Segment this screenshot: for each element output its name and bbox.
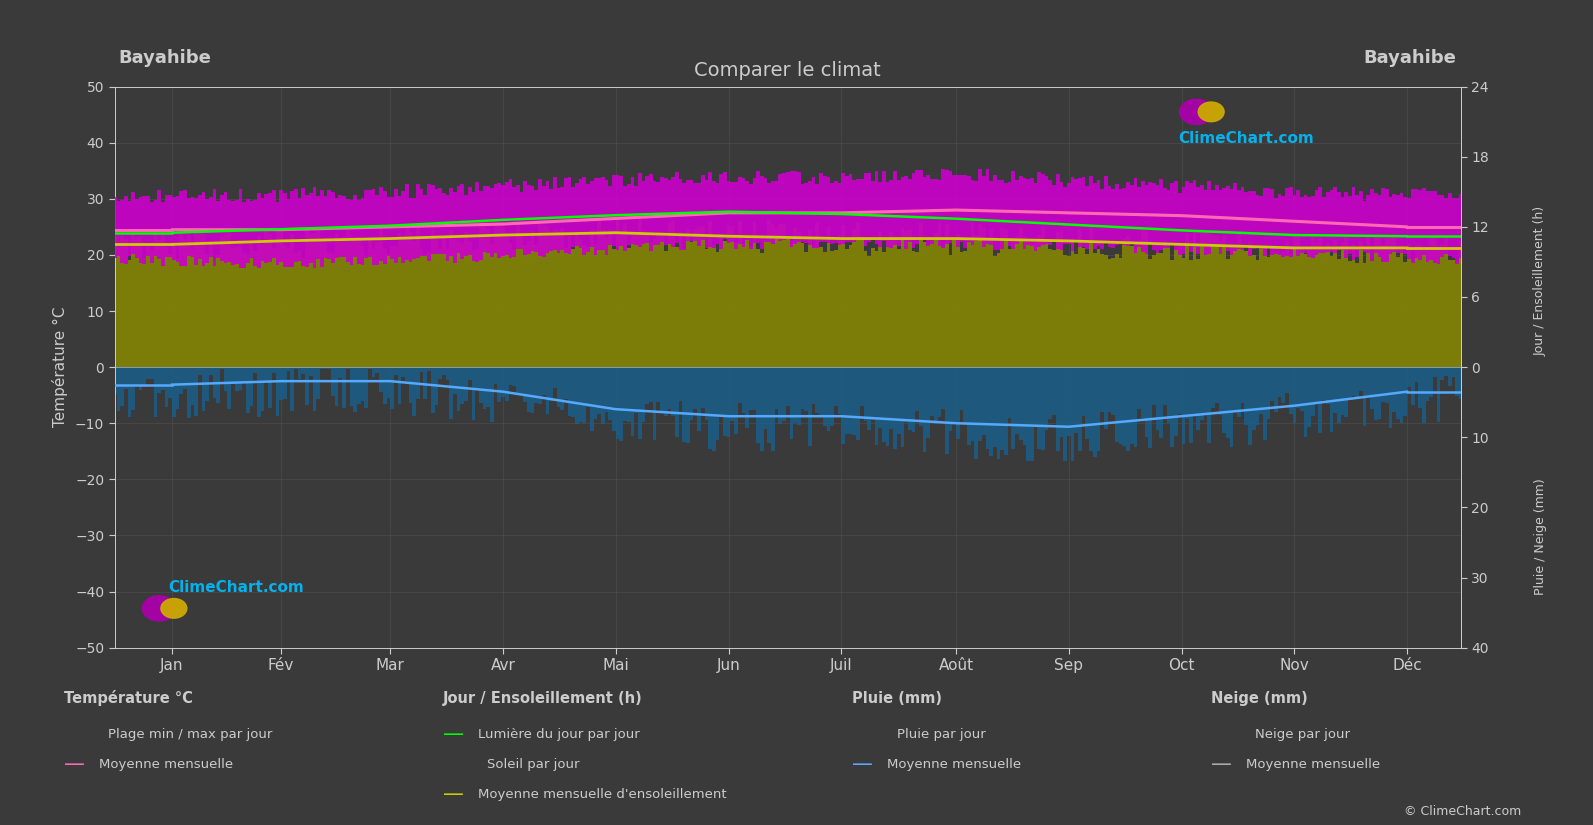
Title: Comparer le climat: Comparer le climat <box>695 60 881 79</box>
Text: Moyenne mensuelle: Moyenne mensuelle <box>99 758 233 771</box>
Text: Moyenne mensuelle: Moyenne mensuelle <box>1246 758 1380 771</box>
Text: Jour / Ensoleillement (h): Jour / Ensoleillement (h) <box>1534 205 1547 356</box>
Text: Pluie / Neige (mm): Pluie / Neige (mm) <box>1534 478 1547 595</box>
Text: —: — <box>443 784 464 804</box>
Text: Bayahibe: Bayahibe <box>119 49 212 67</box>
Text: Moyenne mensuelle d'ensoleillement: Moyenne mensuelle d'ensoleillement <box>478 788 726 801</box>
Text: Plage min / max par jour: Plage min / max par jour <box>108 728 272 742</box>
Text: © ClimeChart.com: © ClimeChart.com <box>1403 805 1521 818</box>
Text: —: — <box>852 754 873 774</box>
Ellipse shape <box>142 596 175 621</box>
Text: Lumière du jour par jour: Lumière du jour par jour <box>478 728 640 742</box>
Text: Pluie par jour: Pluie par jour <box>897 728 986 742</box>
Ellipse shape <box>161 599 186 618</box>
Ellipse shape <box>1198 102 1223 121</box>
Text: Pluie (mm): Pluie (mm) <box>852 691 941 706</box>
Text: —: — <box>1211 754 1231 774</box>
Text: Soleil par jour: Soleil par jour <box>487 758 580 771</box>
Text: —: — <box>64 754 84 774</box>
Text: Neige (mm): Neige (mm) <box>1211 691 1308 706</box>
Ellipse shape <box>1180 99 1212 125</box>
Text: Jour / Ensoleillement (h): Jour / Ensoleillement (h) <box>443 691 642 706</box>
Text: Moyenne mensuelle: Moyenne mensuelle <box>887 758 1021 771</box>
Text: Température °C: Température °C <box>64 690 193 706</box>
Text: Neige par jour: Neige par jour <box>1255 728 1351 742</box>
Text: Bayahibe: Bayahibe <box>1364 49 1456 67</box>
Y-axis label: Température °C: Température °C <box>53 307 68 427</box>
Text: ClimeChart.com: ClimeChart.com <box>1179 130 1314 146</box>
Text: —: — <box>443 724 464 744</box>
Text: ClimeChart.com: ClimeChart.com <box>169 579 304 595</box>
